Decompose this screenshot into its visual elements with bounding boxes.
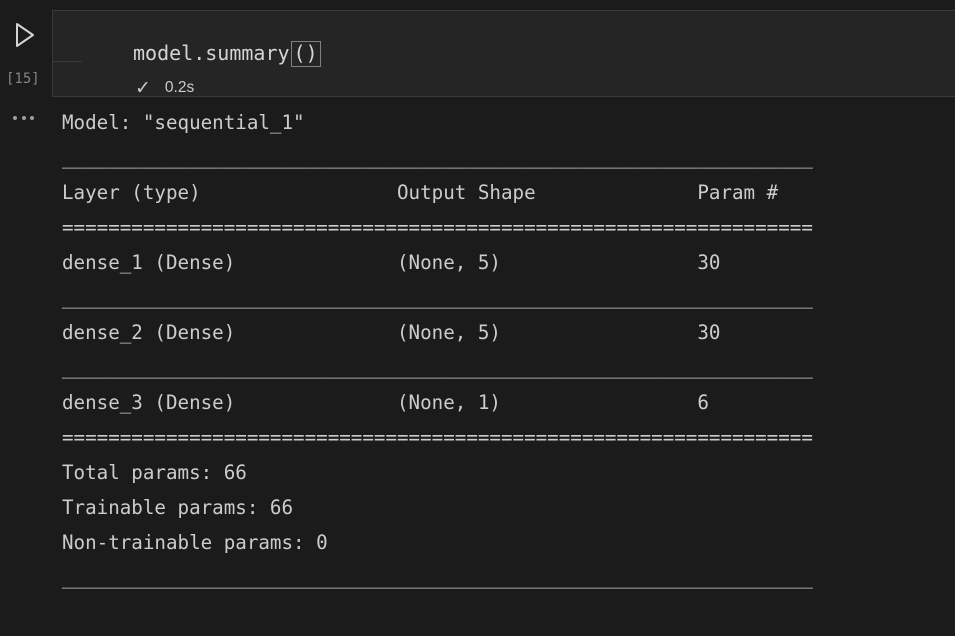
run-cell-button[interactable] <box>10 20 40 52</box>
cell-status-bar: ✓ 0.2s <box>135 77 194 99</box>
execution-count: [15] <box>6 71 40 87</box>
editor-divider <box>53 61 82 62</box>
success-check-icon: ✓ <box>135 77 151 99</box>
play-icon <box>16 23 34 47</box>
code-line[interactable]: model.summary() <box>133 41 321 67</box>
execution-time: 0.2s <box>164 79 195 96</box>
cell-editor[interactable]: model.summary() ✓ 0.2s <box>52 10 955 99</box>
output-options-icon[interactable] <box>13 116 34 120</box>
code-text: model.summary <box>133 41 290 65</box>
bracket-pair-highlight: () <box>290 41 321 67</box>
model-summary-output: Model: "sequential_1" __________________… <box>62 111 813 589</box>
